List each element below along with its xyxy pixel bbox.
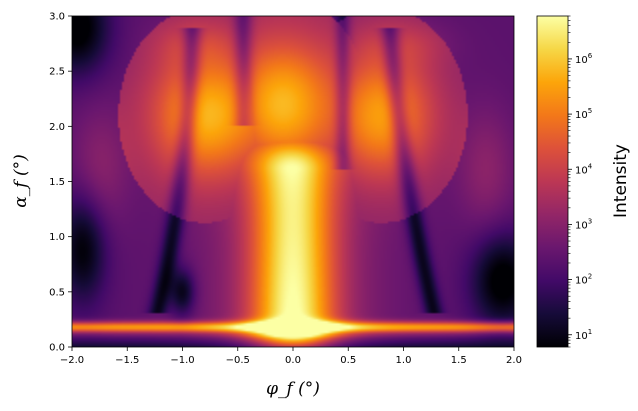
x-tick-label: 0.5 <box>340 355 356 366</box>
colorbar-tick-label: 104 <box>575 162 593 176</box>
heatmap-plot-area <box>71 15 515 348</box>
colorbar-tick-exponent: 3 <box>588 217 592 225</box>
colorbar-tick-exponent: 5 <box>588 107 592 115</box>
colorbar-tick-label: 101 <box>575 328 592 342</box>
x-tick-label: −2.0 <box>60 355 84 366</box>
colorbar-tick-base: 10 <box>575 165 588 176</box>
heatmap-image <box>72 16 514 347</box>
y-tick-label: 0.0 <box>49 343 65 354</box>
colorbar-tick-label: 103 <box>575 217 592 231</box>
colorbar-tick-base: 10 <box>575 331 588 342</box>
colorbar-tick-label: 102 <box>575 273 592 287</box>
y-tick-label: 1.5 <box>49 177 65 188</box>
colorbar-tick-base: 10 <box>575 55 588 66</box>
x-tick-label: 0.0 <box>285 355 301 366</box>
colorbar-tick-label: 105 <box>575 107 592 121</box>
colorbar-tick-exponent: 4 <box>588 162 593 170</box>
y-axis-ticks: 0.0 0.5 1.0 1.5 2.0 2.5 3.0 <box>49 12 72 354</box>
colorbar-label: Intensity <box>611 144 631 218</box>
colorbar-tick-exponent: 6 <box>588 52 593 60</box>
y-tick-label: 2.0 <box>49 122 65 133</box>
x-axis-label: φ_f (°) <box>266 379 320 399</box>
y-tick-label: 2.5 <box>49 67 65 78</box>
colorbar-tick-base: 10 <box>575 276 588 287</box>
x-tick-label: 1.5 <box>451 355 467 366</box>
colorbar-tick-label: 106 <box>575 52 593 66</box>
x-axis-ticks: −2.0 −1.5 −1.0 −0.5 0.0 0.5 1.0 1.5 2.0 <box>60 347 522 366</box>
y-axis-label: α_f (°) <box>11 154 31 207</box>
y-tick-label: 3.0 <box>49 12 65 23</box>
colorbar-tick-exponent: 2 <box>588 273 592 281</box>
y-tick-label: 0.5 <box>49 287 65 298</box>
colorbar-tick-exponent: 1 <box>588 328 592 336</box>
x-tick-label: −1.5 <box>115 355 139 366</box>
colorbar-tick-base: 10 <box>575 220 588 231</box>
colorbar-tick-base: 10 <box>575 110 588 121</box>
x-tick-label: 1.0 <box>396 355 412 366</box>
colorbar-gradient <box>536 15 569 348</box>
x-tick-label: −0.5 <box>226 355 250 366</box>
y-tick-label: 1.0 <box>49 232 65 243</box>
x-tick-label: 2.0 <box>506 355 522 366</box>
x-tick-label: −1.0 <box>170 355 194 366</box>
